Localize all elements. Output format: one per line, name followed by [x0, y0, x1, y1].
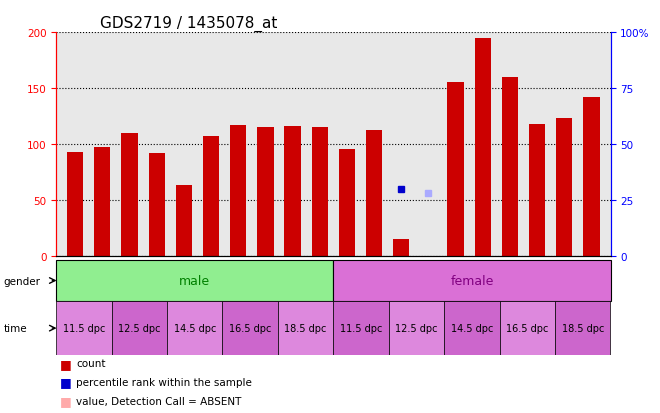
Text: male: male	[179, 274, 211, 287]
Text: count: count	[76, 358, 106, 368]
Bar	[284, 127, 301, 256]
Text: 11.5 dpc: 11.5 dpc	[63, 323, 105, 333]
Bar	[389, 301, 444, 355]
Text: 16.5 dpc: 16.5 dpc	[506, 323, 548, 333]
Bar	[475, 39, 491, 256]
Text: ■: ■	[59, 357, 71, 370]
Bar	[583, 98, 600, 256]
Text: 18.5 dpc: 18.5 dpc	[284, 323, 327, 333]
Text: ■: ■	[59, 394, 71, 407]
Bar	[393, 239, 409, 256]
Text: 14.5 dpc: 14.5 dpc	[451, 323, 493, 333]
Bar	[203, 137, 219, 256]
FancyBboxPatch shape	[333, 260, 610, 301]
Bar	[555, 301, 610, 355]
Bar	[167, 301, 222, 355]
Bar	[56, 301, 112, 355]
Bar	[230, 126, 246, 256]
Bar	[447, 83, 464, 256]
Bar	[500, 301, 555, 355]
Text: GDS2719 / 1435078_at: GDS2719 / 1435078_at	[100, 16, 278, 32]
Bar	[339, 150, 355, 256]
Bar	[94, 148, 110, 256]
Text: time: time	[3, 323, 27, 333]
Bar	[502, 78, 518, 256]
Text: value, Detection Call = ABSENT: value, Detection Call = ABSENT	[76, 396, 242, 406]
Text: 11.5 dpc: 11.5 dpc	[340, 323, 382, 333]
Text: 12.5 dpc: 12.5 dpc	[395, 323, 438, 333]
Bar	[333, 301, 389, 355]
Bar	[366, 131, 382, 256]
Text: female: female	[450, 274, 494, 287]
Bar	[556, 119, 572, 256]
Text: ■: ■	[59, 375, 71, 389]
Text: 16.5 dpc: 16.5 dpc	[229, 323, 271, 333]
Bar	[176, 186, 192, 256]
Text: 12.5 dpc: 12.5 dpc	[118, 323, 160, 333]
Bar	[112, 301, 167, 355]
Text: 18.5 dpc: 18.5 dpc	[562, 323, 604, 333]
Bar	[222, 301, 278, 355]
Bar	[67, 152, 83, 256]
Bar	[529, 124, 545, 256]
Bar	[278, 301, 333, 355]
FancyBboxPatch shape	[56, 260, 333, 301]
Text: 14.5 dpc: 14.5 dpc	[174, 323, 216, 333]
Bar	[312, 128, 328, 256]
Bar	[148, 154, 165, 256]
Bar	[257, 128, 273, 256]
Bar	[444, 301, 500, 355]
Bar	[121, 133, 138, 256]
Text: gender: gender	[3, 276, 40, 286]
Text: percentile rank within the sample: percentile rank within the sample	[76, 377, 251, 387]
